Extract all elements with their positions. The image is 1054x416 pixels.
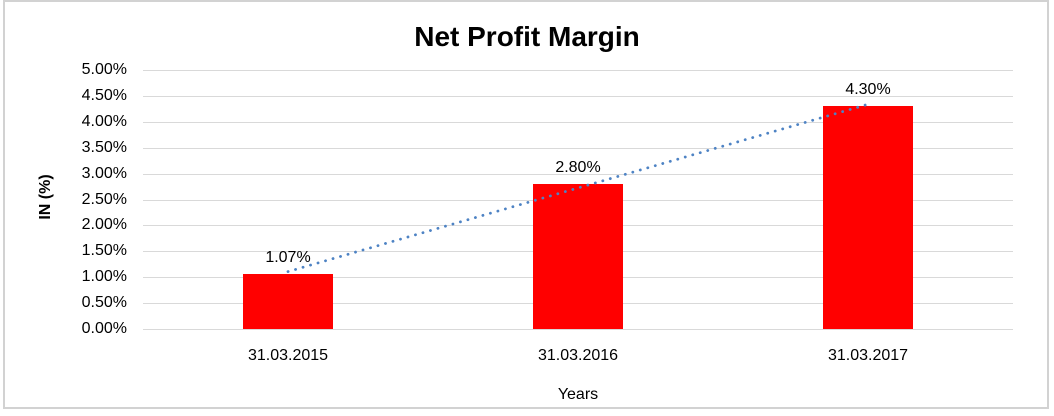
bar-data-label: 1.07% xyxy=(265,249,311,266)
bar-data-label: 4.30% xyxy=(845,81,891,98)
x-tick-label: 31.03.2017 xyxy=(827,347,909,364)
bar xyxy=(243,274,333,329)
y-tick-label: 0.00% xyxy=(81,320,127,337)
bar xyxy=(533,184,623,329)
y-tick-label: 0.50% xyxy=(81,294,127,311)
y-axis-title: IN (%) xyxy=(37,174,54,220)
y-tick-label: 3.00% xyxy=(81,165,127,182)
y-tick-label: 4.50% xyxy=(81,87,127,104)
y-tick-label: 1.00% xyxy=(81,268,127,285)
x-tick-label: 31.03.2015 xyxy=(247,347,329,364)
x-tick-label: 31.03.2016 xyxy=(537,347,619,364)
y-tick-label: 5.00% xyxy=(81,61,127,78)
y-tick-label: 4.00% xyxy=(81,113,127,130)
gridline xyxy=(143,96,1013,97)
y-tick-label: 2.50% xyxy=(81,191,127,208)
y-tick-label: 1.50% xyxy=(81,242,127,259)
bar xyxy=(823,106,913,329)
x-axis-title: Years xyxy=(557,386,599,403)
y-tick-label: 2.00% xyxy=(81,216,127,233)
chart-title: Net Profit Margin xyxy=(414,21,640,52)
y-tick-label: 3.50% xyxy=(81,139,127,156)
gridline xyxy=(143,329,1013,330)
gridline xyxy=(143,70,1013,71)
bar-data-label: 2.80% xyxy=(555,159,601,176)
chart-border xyxy=(3,0,1049,409)
